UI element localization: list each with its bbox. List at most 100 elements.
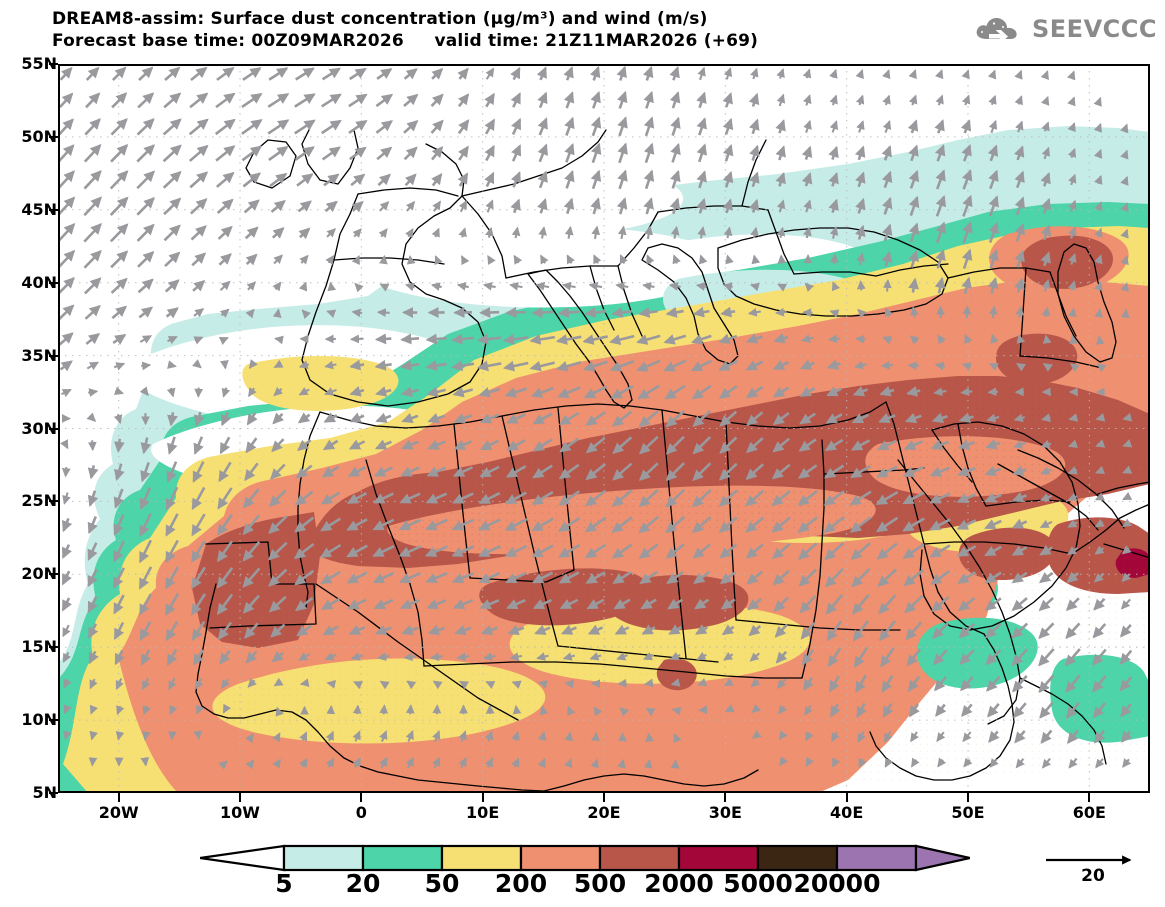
wind-arrow: [216, 593, 234, 615]
wind-arrow: [377, 173, 391, 187]
wind-arrow: [529, 360, 555, 372]
wind-arrow: [692, 462, 712, 482]
wind-arrow: [61, 597, 73, 612]
wind-arrow: [1069, 363, 1080, 373]
wind-arrow: [217, 487, 233, 510]
wind-arrow: [1040, 171, 1051, 187]
wind-arrow: [1042, 363, 1053, 372]
wind-arrow: [373, 492, 394, 504]
wind-arrow: [140, 437, 152, 455]
wind-arrow: [827, 647, 842, 668]
dust-concentration-map[interactable]: [58, 64, 1150, 793]
wind-arrow: [797, 490, 818, 506]
wind-arrow: [1013, 413, 1026, 423]
wind-arrow: [986, 675, 1001, 692]
wind-arrow: [321, 465, 340, 478]
wind-arrow: [399, 599, 420, 610]
wind-arrow: [298, 360, 310, 369]
wind-arrow: [531, 490, 554, 506]
wind-arrow: [138, 66, 154, 82]
colorbar-band[interactable]: [282, 844, 365, 872]
wind-arrow: [142, 705, 151, 716]
wind-arrow: [507, 624, 525, 636]
wind-arrow: [321, 119, 342, 135]
wind-arrow: [219, 308, 230, 318]
wind-arrow: [482, 652, 496, 662]
wind-arrow: [141, 677, 151, 691]
colorbar[interactable]: [200, 843, 970, 873]
wind-arrow: [83, 223, 102, 243]
wind-arrow: [749, 171, 760, 188]
wind-arrow: [434, 255, 443, 266]
wind-arrow: [244, 226, 259, 240]
wind-arrow: [777, 704, 787, 715]
wind-arrow: [962, 305, 972, 319]
wind-arrow: [723, 226, 733, 239]
colorbar-band[interactable]: [835, 844, 918, 872]
colorbar-band[interactable]: [440, 844, 523, 872]
wind-arrow: [242, 172, 261, 188]
wind-reference-label: 20: [1081, 866, 1105, 886]
x-axis-tick-label: 10W: [220, 803, 260, 822]
wind-arrow: [190, 593, 207, 616]
wind-arrow: [349, 334, 364, 344]
wind-arrow: [193, 730, 203, 741]
wind-arrow: [691, 384, 712, 400]
wind-arrow: [400, 466, 420, 477]
wind-arrow: [876, 516, 899, 533]
wind-arrow: [1040, 95, 1050, 106]
wind-arrow: [582, 334, 609, 345]
colorbar-band[interactable]: [756, 844, 839, 872]
wind-arrow: [749, 652, 760, 662]
wind-arrow: [748, 92, 760, 107]
wind-arrow: [617, 225, 627, 240]
wind-arrow: [1011, 545, 1028, 556]
wind-arrow: [1094, 254, 1103, 265]
wind-arrow: [910, 306, 919, 318]
wind-arrow: [749, 118, 760, 135]
wind-arrow: [376, 146, 393, 161]
wind-vector-field: [58, 65, 1133, 770]
colorbar-band[interactable]: [361, 844, 444, 872]
wind-arrow: [531, 517, 554, 532]
wind-reference-vector: [1046, 855, 1132, 865]
wind-arrow: [617, 169, 628, 190]
wind-arrow: [1011, 622, 1029, 639]
wind-arrow: [937, 757, 947, 768]
wind-arrow: [62, 492, 71, 505]
wind-arrow: [588, 281, 603, 291]
wind-arrow: [961, 94, 971, 106]
colorbar-band[interactable]: [519, 844, 602, 872]
wind-arrow: [112, 333, 127, 345]
x-axis-tick-label: 50E: [951, 803, 985, 822]
wind-arrow: [745, 360, 764, 371]
map-plot-area[interactable]: [58, 64, 1150, 793]
wind-arrow: [984, 519, 1002, 530]
wind-arrow: [241, 119, 263, 135]
wind-arrow: [902, 491, 925, 505]
wind-arrow: [882, 119, 892, 134]
wind-arrow: [1120, 202, 1129, 213]
wind-arrow: [62, 624, 71, 638]
wind-arrow: [692, 435, 712, 455]
wind-arrow: [376, 68, 393, 80]
wind-arrow: [1067, 280, 1077, 291]
wind-arrow: [273, 254, 283, 265]
wind-arrow: [165, 486, 179, 511]
wind-arrow: [58, 144, 75, 163]
wind-arrow: [987, 144, 999, 162]
wind-arrow: [1095, 413, 1106, 422]
wind-arrow: [294, 516, 315, 533]
wind-arrow: [690, 333, 712, 345]
wind-arrow: [166, 461, 178, 483]
wind-arrow: [850, 464, 872, 479]
wind-arrow: [479, 413, 500, 424]
wind-arrow: [166, 387, 176, 398]
colorbar-band[interactable]: [677, 844, 760, 872]
wind-arrow: [294, 490, 314, 506]
wind-arrow: [1014, 95, 1023, 106]
colorbar-band[interactable]: [598, 844, 681, 872]
wind-arrow: [778, 730, 788, 741]
x-axis-tick-mark: [1088, 793, 1091, 802]
wind-arrow: [1093, 122, 1103, 133]
